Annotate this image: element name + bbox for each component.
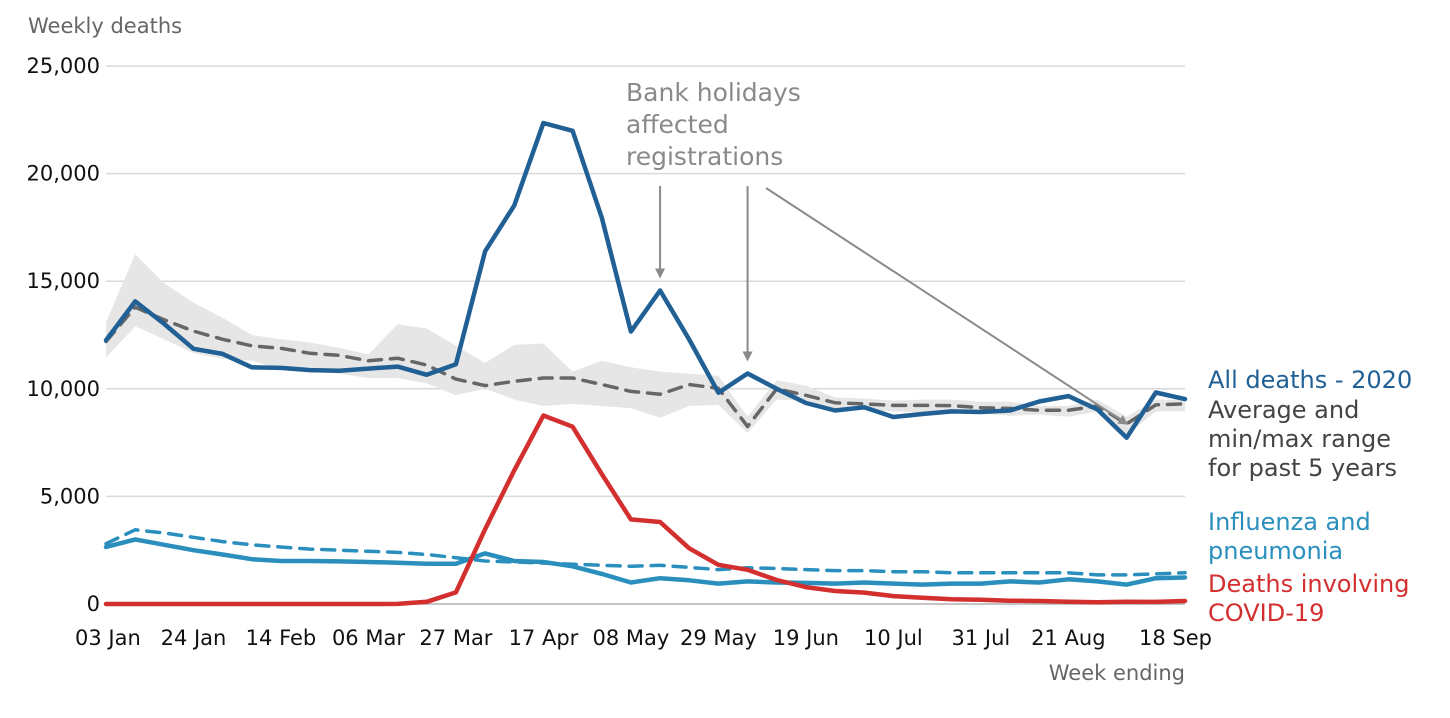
- x-tick-label: 08 May: [593, 626, 670, 650]
- x-tick-label: 29 May: [680, 626, 757, 650]
- x-tick-label: 06 Mar: [332, 626, 405, 650]
- covid-19-deaths-line: [103, 413, 1188, 607]
- legend-label: All deaths - 2020: [1208, 366, 1412, 394]
- x-tick-label: 10 Jul: [864, 626, 923, 650]
- min-max-range-band: [106, 254, 1185, 436]
- legend-label: for past 5 years: [1208, 454, 1397, 482]
- influenza-pneumonia-line: [103, 537, 1188, 587]
- x-tick-label: 03 Jan: [75, 626, 141, 650]
- annotation-text-line: registrations: [626, 142, 783, 171]
- x-tick-label: 17 Apr: [509, 626, 579, 650]
- x-axis-title: Week ending: [1049, 661, 1185, 685]
- x-tick-label: 19 Jun: [773, 626, 839, 650]
- annotation-text-line: Bank holidays: [626, 78, 801, 107]
- annotation-text-line: affected: [626, 110, 729, 139]
- five-year-average-line: [104, 305, 1187, 429]
- y-axis-ticks: 0 5,000 10,000 15,000 20,000 25,000: [27, 54, 100, 616]
- x-tick-label: 24 Jan: [161, 626, 227, 650]
- y-tick-label: 15,000: [27, 269, 100, 293]
- y-axis-title: Weekly deaths: [28, 14, 182, 38]
- influenza-pneumonia-average-line: [104, 528, 1187, 577]
- x-tick-label: 18 Sep: [1139, 626, 1212, 650]
- x-tick-label: 31 Jul: [951, 626, 1010, 650]
- legend-label: Average and: [1208, 396, 1359, 424]
- y-tick-label: 10,000: [27, 377, 100, 401]
- legend-label: pneumonia: [1208, 537, 1343, 565]
- x-tick-label: 21 Aug: [1031, 626, 1105, 650]
- legend-label: Influenza and: [1208, 508, 1371, 536]
- annotation-arrow: [765, 187, 1129, 425]
- x-tick-label: 27 Mar: [419, 626, 492, 650]
- range-band-layer: [106, 254, 1185, 436]
- annotation: Bank holidays affected registrations: [626, 78, 1129, 425]
- x-tick-label: 14 Feb: [246, 626, 317, 650]
- series-layer: [103, 120, 1188, 607]
- y-tick-label: 20,000: [27, 162, 100, 186]
- x-axis-ticks: 03 Jan 24 Jan 14 Feb 06 Mar 27 Mar 17 Apr 08 M…: [75, 626, 1212, 650]
- legend-label: Deaths involving: [1208, 570, 1409, 598]
- legend-label: COVID-19: [1208, 599, 1324, 627]
- y-tick-label: 5,000: [40, 484, 100, 508]
- all-deaths-2020-line: [103, 120, 1188, 440]
- y-tick-label: 25,000: [27, 54, 100, 78]
- legend-label: min/max range: [1208, 425, 1391, 453]
- y-tick-label: 0: [87, 592, 100, 616]
